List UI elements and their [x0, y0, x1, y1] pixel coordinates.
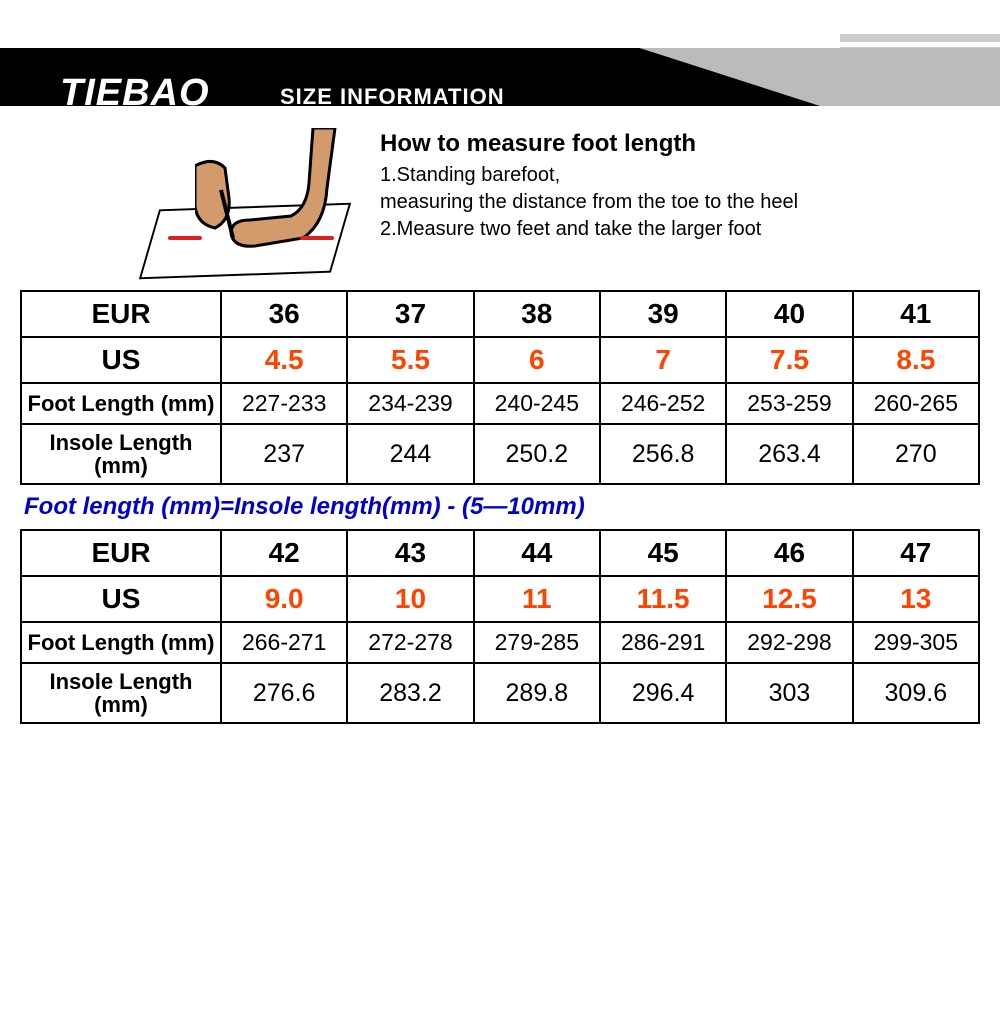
- cell: 11.5: [600, 576, 726, 622]
- cell: 256.8: [600, 424, 726, 484]
- cell: 5.5: [347, 337, 473, 383]
- cell: 47: [853, 530, 979, 576]
- row-label-insole: Insole Length (mm): [21, 424, 221, 484]
- row-label-foot: Foot Length (mm): [21, 383, 221, 424]
- cell: 227-233: [221, 383, 347, 424]
- table-row: EUR 36 37 38 39 40 41: [21, 291, 979, 337]
- cell: 296.4: [600, 663, 726, 723]
- cell: 253-259: [726, 383, 852, 424]
- cell: 279-285: [474, 622, 600, 663]
- cell: 263.4: [726, 424, 852, 484]
- size-table-1: EUR 36 37 38 39 40 41 US 4.5 5.5 6 7 7.5…: [20, 290, 980, 485]
- heel-marker-icon: [300, 236, 334, 240]
- size-tables: EUR 36 37 38 39 40 41 US 4.5 5.5 6 7 7.5…: [0, 286, 1000, 724]
- cell: 266-271: [221, 622, 347, 663]
- cell: 286-291: [600, 622, 726, 663]
- table-row: EUR 42 43 44 45 46 47: [21, 530, 979, 576]
- table-row: Insole Length (mm) 276.6 283.2 289.8 296…: [21, 663, 979, 723]
- row-label-foot: Foot Length (mm): [21, 622, 221, 663]
- formula-note: Foot length (mm)=Insole length(mm) - (5—…: [20, 485, 980, 529]
- howto-text: How to measure foot length 1.Standing ba…: [370, 128, 798, 243]
- cell: 46: [726, 530, 852, 576]
- cell: 44: [474, 530, 600, 576]
- cell: 12.5: [726, 576, 852, 622]
- row-label-eur: EUR: [21, 530, 221, 576]
- cell: 237: [221, 424, 347, 484]
- table-row: US 4.5 5.5 6 7 7.5 8.5: [21, 337, 979, 383]
- header-banner: TIEBAO SIZE INFORMATION: [0, 30, 1000, 120]
- cell: 246-252: [600, 383, 726, 424]
- cell: 240-245: [474, 383, 600, 424]
- cell: 36: [221, 291, 347, 337]
- cell: 309.6: [853, 663, 979, 723]
- cell: 272-278: [347, 622, 473, 663]
- howto-title: How to measure foot length: [380, 130, 798, 158]
- cell: 292-298: [726, 622, 852, 663]
- cell: 38: [474, 291, 600, 337]
- cell: 270: [853, 424, 979, 484]
- table-row: US 9.0 10 11 11.5 12.5 13: [21, 576, 979, 622]
- cell: 250.2: [474, 424, 600, 484]
- row-label-us: US: [21, 337, 221, 383]
- cell: 299-305: [853, 622, 979, 663]
- cell: 39: [600, 291, 726, 337]
- cell: 303: [726, 663, 852, 723]
- toe-marker-icon: [168, 236, 202, 240]
- cell: 10: [347, 576, 473, 622]
- howto-section: How to measure foot length 1.Standing ba…: [0, 120, 1000, 286]
- howto-step1b: measuring the distance from the toe to t…: [380, 189, 798, 216]
- cell: 40: [726, 291, 852, 337]
- cell: 43: [347, 530, 473, 576]
- table-row: Foot Length (mm) 266-271 272-278 279-285…: [21, 622, 979, 663]
- banner-subtitle: SIZE INFORMATION: [280, 84, 505, 110]
- cell: 7: [600, 337, 726, 383]
- cell: 283.2: [347, 663, 473, 723]
- cell: 45: [600, 530, 726, 576]
- size-table-2: EUR 42 43 44 45 46 47 US 9.0 10 11 11.5 …: [20, 529, 980, 724]
- cell: 41: [853, 291, 979, 337]
- howto-step1a: 1.Standing barefoot,: [380, 162, 798, 189]
- cell: 244: [347, 424, 473, 484]
- cell: 8.5: [853, 337, 979, 383]
- row-label-insole: Insole Length (mm): [21, 663, 221, 723]
- cell: 4.5: [221, 337, 347, 383]
- cell: 9.0: [221, 576, 347, 622]
- table-row: Foot Length (mm) 227-233 234-239 240-245…: [21, 383, 979, 424]
- cell: 7.5: [726, 337, 852, 383]
- cell: 260-265: [853, 383, 979, 424]
- row-label-eur: EUR: [21, 291, 221, 337]
- howto-step2: 2.Measure two feet and take the larger f…: [380, 216, 798, 243]
- foot-measure-illustration: [110, 128, 370, 278]
- cell: 234-239: [347, 383, 473, 424]
- cell: 11: [474, 576, 600, 622]
- table-row: Insole Length (mm) 237 244 250.2 256.8 2…: [21, 424, 979, 484]
- cell: 276.6: [221, 663, 347, 723]
- row-label-us: US: [21, 576, 221, 622]
- cell: 289.8: [474, 663, 600, 723]
- foot-icon: [195, 128, 345, 263]
- cell: 42: [221, 530, 347, 576]
- cell: 13: [853, 576, 979, 622]
- cell: 6: [474, 337, 600, 383]
- cell: 37: [347, 291, 473, 337]
- brand-name: TIEBAO: [60, 72, 210, 115]
